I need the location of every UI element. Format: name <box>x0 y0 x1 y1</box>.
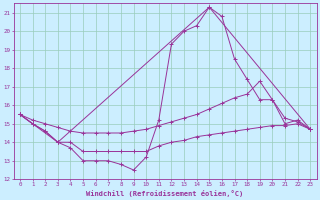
X-axis label: Windchill (Refroidissement éolien,°C): Windchill (Refroidissement éolien,°C) <box>86 190 244 197</box>
